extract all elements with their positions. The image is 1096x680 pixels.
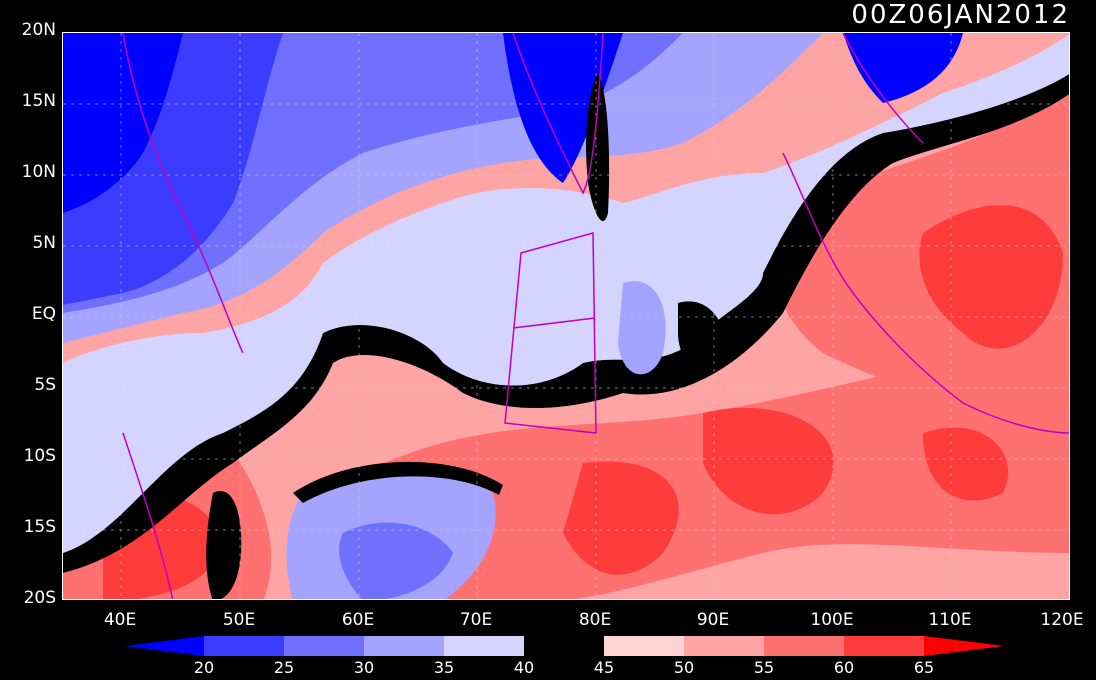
colorbar-label-25: 25 xyxy=(273,658,295,677)
grid-lines xyxy=(63,33,1069,599)
colorbar xyxy=(124,636,1004,656)
red-core-south xyxy=(563,407,1009,575)
black-blob-india xyxy=(586,73,610,222)
lon-label-100e: 100E xyxy=(810,610,854,630)
lat-label-15s: 15S xyxy=(23,517,56,537)
darkest-blue-nw xyxy=(63,33,183,213)
colorbar-label-60: 60 xyxy=(833,658,855,677)
colorbar-label-35: 35 xyxy=(433,658,455,677)
red-core-east xyxy=(919,205,1063,349)
lon-label-80e: 80E xyxy=(578,610,612,630)
coastlines xyxy=(122,33,1069,599)
black-band-north xyxy=(63,74,1069,573)
region-outline xyxy=(504,232,597,434)
lat-label-20n: 20N xyxy=(21,20,56,40)
blue-basin-core xyxy=(339,522,453,599)
colorbar-segment xyxy=(364,636,444,656)
colorbar-segment xyxy=(284,636,364,656)
darkest-blue-ne xyxy=(843,33,963,103)
lon-label-40e: 40E xyxy=(103,610,137,630)
colorbar-arrow-right xyxy=(924,636,1004,656)
map-title: 00Z06JAN2012 xyxy=(851,0,1070,30)
lat-label-5s: 5S xyxy=(34,375,56,395)
lon-label-50e: 50E xyxy=(222,610,256,630)
colorbar-label-50: 50 xyxy=(673,658,695,677)
colorbar-segment xyxy=(764,636,844,656)
blue-blob-eq xyxy=(618,281,666,375)
colorbar-segment xyxy=(444,636,524,656)
colorbar-segment xyxy=(524,636,604,656)
lon-label-120e: 120E xyxy=(1040,610,1084,630)
lon-label-70e: 70E xyxy=(459,610,493,630)
black-basin-edge xyxy=(293,461,503,503)
colorbar-label-40: 40 xyxy=(513,658,535,677)
lon-label-110e: 110E xyxy=(928,610,972,630)
contour-map xyxy=(63,33,1069,599)
colorbar-segment xyxy=(204,636,284,656)
colorbar-label-65: 65 xyxy=(913,658,935,677)
colorbar-segment xyxy=(844,636,924,656)
darkest-blue-n xyxy=(503,33,623,183)
lat-label-5n: 5N xyxy=(32,233,56,253)
lat-label-15n: 15N xyxy=(21,91,56,111)
lat-label-10s: 10S xyxy=(23,446,56,466)
map-area xyxy=(62,32,1070,600)
colorbar-segment xyxy=(604,636,684,656)
lightblue-zone xyxy=(63,34,1069,553)
lat-label-10n: 10N xyxy=(21,162,56,182)
colorbar-label-55: 55 xyxy=(753,658,775,677)
colorbar-arrow-left xyxy=(124,636,204,656)
lat-label-20s: 20S xyxy=(23,588,56,608)
colorbar-label-45: 45 xyxy=(593,658,615,677)
black-blob-madagascar xyxy=(206,491,242,599)
colorbar-label-30: 30 xyxy=(353,658,375,677)
colorbar-label-20: 20 xyxy=(193,658,215,677)
lat-label-eq: EQ xyxy=(31,304,56,324)
colorbar-segment xyxy=(684,636,764,656)
lon-label-60e: 60E xyxy=(341,610,375,630)
lon-label-90e: 90E xyxy=(696,610,730,630)
